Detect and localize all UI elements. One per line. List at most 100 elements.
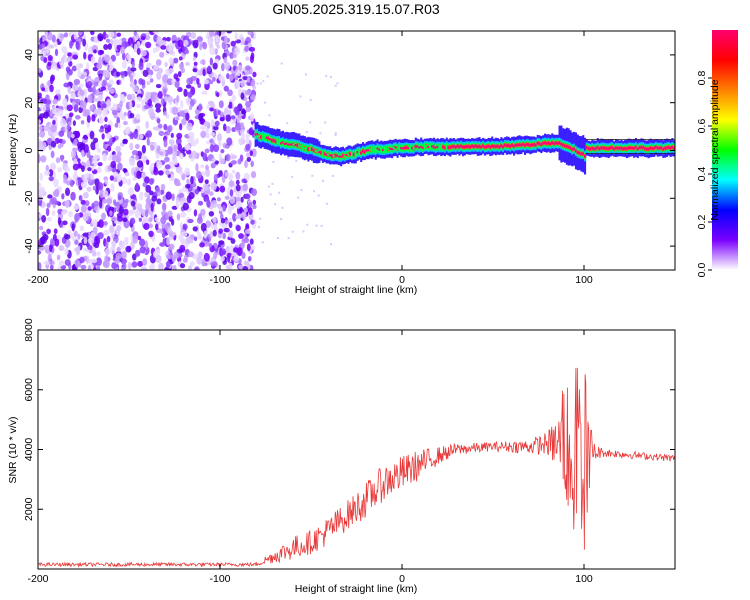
noise-cell xyxy=(184,143,191,151)
noise-cell xyxy=(181,239,186,245)
noise-cell xyxy=(49,260,55,266)
noise-cell xyxy=(87,87,94,93)
y-tick-label: 20 xyxy=(23,97,35,109)
y-tick-label: 0 xyxy=(23,147,35,153)
ridge-cell xyxy=(467,145,470,148)
noise-cell xyxy=(147,69,154,76)
noise-cell xyxy=(82,212,89,222)
sparse-cell xyxy=(297,196,300,199)
noise-cell xyxy=(97,94,104,102)
ridge-cell xyxy=(593,147,596,151)
ridge-cell xyxy=(374,149,377,152)
noise-cell xyxy=(186,122,193,131)
noise-cell xyxy=(83,51,87,60)
noise-cell xyxy=(209,31,214,38)
noise-cell xyxy=(174,81,180,88)
noise-cell xyxy=(90,56,96,64)
noise-cell xyxy=(66,104,73,112)
sparse-cell xyxy=(264,101,267,104)
ridge-cell xyxy=(285,142,288,145)
noise-cell xyxy=(110,183,115,192)
noise-cell xyxy=(83,237,88,245)
noise-cell xyxy=(151,91,157,97)
noise-cell xyxy=(93,81,99,87)
noise-cell xyxy=(246,156,252,162)
noise-cell xyxy=(38,67,42,73)
ridge-cell xyxy=(523,144,527,147)
ridge-cell xyxy=(478,145,481,148)
noise-cell xyxy=(221,62,225,72)
noise-cell xyxy=(177,143,183,152)
noise-cell xyxy=(197,200,204,206)
noise-cell xyxy=(98,74,103,81)
noise-cell xyxy=(71,223,75,232)
ridge-cell xyxy=(405,146,408,149)
noise-cell xyxy=(213,251,218,260)
noise-cell xyxy=(203,252,210,262)
noise-cell xyxy=(164,61,168,68)
noise-cell xyxy=(77,70,82,78)
ridge-cell xyxy=(673,147,675,150)
noise-cell xyxy=(234,46,241,55)
ridge-cell xyxy=(345,153,348,157)
noise-cell xyxy=(228,101,233,109)
noise-cell xyxy=(160,45,167,50)
noise-cell xyxy=(71,65,78,72)
sparse-cell xyxy=(300,189,303,192)
noise-cell xyxy=(116,224,122,232)
noise-cell xyxy=(172,264,177,270)
noise-cell xyxy=(53,40,58,48)
noise-cell xyxy=(163,138,168,148)
noise-cell xyxy=(164,156,170,163)
noise-cell xyxy=(155,46,160,52)
noise-cell xyxy=(50,140,57,148)
ridge-cell xyxy=(445,145,448,148)
noise-cell xyxy=(190,140,197,147)
noise-cell xyxy=(97,232,104,240)
ridge-cell xyxy=(494,145,497,148)
noise-cell xyxy=(61,193,65,200)
noise-cell xyxy=(179,201,184,207)
noise-cell xyxy=(93,49,97,54)
ridge-cell xyxy=(265,136,268,139)
noise-cell xyxy=(59,109,64,118)
noise-cell xyxy=(139,238,146,247)
ridge-cell xyxy=(531,143,534,146)
noise-cell xyxy=(226,73,230,80)
ridge-cell xyxy=(292,143,295,146)
noise-cell xyxy=(168,139,175,146)
colorbar-tick-label: 0.6 xyxy=(696,119,708,134)
noise-cell xyxy=(150,144,155,152)
noise-cell xyxy=(96,264,101,270)
sparse-cell xyxy=(271,182,274,185)
noise-cell xyxy=(236,70,241,77)
noise-cell xyxy=(74,239,79,245)
ridge-cell xyxy=(381,148,385,152)
y-tick-label: 4000 xyxy=(23,438,35,462)
noise-cell xyxy=(208,191,214,196)
sparse-cell xyxy=(334,133,337,136)
noise-cell xyxy=(226,188,230,197)
noise-cell xyxy=(122,217,128,222)
noise-cell xyxy=(129,74,134,83)
noise-cell xyxy=(185,97,192,105)
noise-cell xyxy=(145,202,151,212)
noise-cell xyxy=(179,263,186,269)
ridge-cell xyxy=(471,145,474,148)
noise-cell xyxy=(198,113,204,122)
noise-cell xyxy=(156,198,162,205)
noise-cell xyxy=(49,76,54,85)
noise-cell xyxy=(64,187,71,197)
noise-cell xyxy=(166,260,171,268)
noise-cell xyxy=(38,125,43,131)
noise-cell xyxy=(209,231,214,239)
ridge-cell xyxy=(556,142,559,145)
noise-cell xyxy=(116,173,122,183)
noise-cell xyxy=(127,66,131,75)
noise-cell xyxy=(139,133,144,140)
noise-cell xyxy=(205,220,211,228)
noise-cell xyxy=(87,244,93,251)
noise-cell xyxy=(38,132,41,138)
ridge-cell xyxy=(538,142,541,145)
noise-cell xyxy=(203,121,209,127)
